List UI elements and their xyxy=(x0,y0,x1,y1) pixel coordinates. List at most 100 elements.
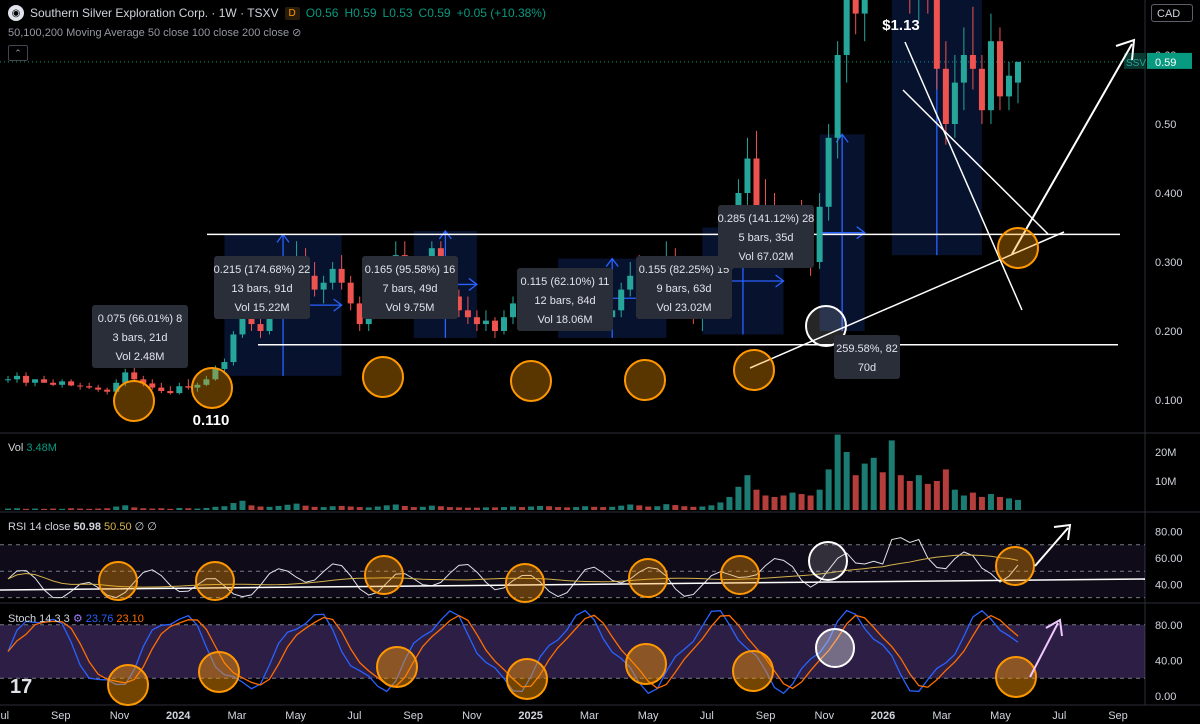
annotation-text: 0.075 (66.01%) 8 xyxy=(98,313,182,325)
time-axis-label: Jul xyxy=(0,710,9,722)
annotation-text: Vol 18.06M xyxy=(537,314,592,326)
forecast-arrowhead xyxy=(1045,618,1063,637)
highlight-circle xyxy=(732,650,774,692)
rsi-legend: RSI 14 close 50.98 50.50 ∅ ∅ xyxy=(8,520,157,533)
ohlc-close: C0.59 xyxy=(418,6,451,20)
time-axis-label: Nov xyxy=(815,710,835,722)
volume-bar xyxy=(699,506,706,510)
volume-bar xyxy=(500,507,507,510)
trendline xyxy=(749,231,1065,369)
settings-icon[interactable]: ⚙ xyxy=(72,613,83,625)
candle-body xyxy=(933,0,940,69)
volume-bar xyxy=(464,507,471,510)
candle-body xyxy=(942,68,949,124)
volume-bar xyxy=(681,506,688,510)
volume-bar xyxy=(807,495,814,510)
eye-hidden-icon[interactable]: ⊘ xyxy=(292,27,302,39)
volume-bar xyxy=(726,496,733,510)
currency-selector[interactable]: CAD xyxy=(1151,4,1193,22)
volume-bar xyxy=(59,508,66,510)
volume-bar xyxy=(248,505,255,510)
candle-body xyxy=(176,386,183,394)
candle-body xyxy=(843,0,850,56)
candle-body xyxy=(230,334,237,363)
volume-bar xyxy=(546,506,553,510)
annotation-box xyxy=(517,268,613,331)
volume-bar xyxy=(942,469,949,510)
ma-label-text: 50,100,200 Moving Average 50 close 100 c… xyxy=(8,27,290,39)
volume-bar xyxy=(176,507,183,510)
volume-bar xyxy=(419,506,426,510)
time-axis-label: Mar xyxy=(580,710,599,722)
annotation-text: Vol 67.02M xyxy=(738,251,793,263)
candle-body xyxy=(194,384,201,388)
collapse-legend-button[interactable]: ⌃ xyxy=(8,45,28,61)
volume-bar xyxy=(816,489,823,510)
annotation-text: 7 bars, 49d xyxy=(382,283,437,295)
volume-bar xyxy=(32,508,39,510)
annotation-text: Vol 23.02M xyxy=(656,302,711,314)
ma-indicator-label[interactable]: 50,100,200 Moving Average 50 close 100 c… xyxy=(8,26,301,39)
volume-bar xyxy=(708,505,715,510)
chart-title[interactable]: Southern Silver Exploration Corp. · 1W ·… xyxy=(30,6,279,20)
candle-body xyxy=(618,289,625,311)
time-axis-label: Jul xyxy=(1052,710,1066,722)
volume-bar xyxy=(50,508,57,510)
volume-bar xyxy=(266,506,273,510)
tradingview-logo-icon[interactable]: 17 xyxy=(10,676,33,698)
volume-bar xyxy=(672,505,679,510)
candle-body xyxy=(473,317,480,325)
highlight-circle xyxy=(995,656,1037,698)
time-axis-label: Jul xyxy=(347,710,361,722)
volume-bar xyxy=(293,503,300,510)
volume-bar xyxy=(374,506,381,510)
volume-bar xyxy=(564,507,571,510)
candle-body xyxy=(5,379,11,381)
volume-bar xyxy=(95,508,102,510)
measure-arrowhead xyxy=(835,133,849,143)
candle-body xyxy=(140,379,147,384)
candle-body xyxy=(464,310,471,318)
volume-bar xyxy=(482,507,489,510)
rsi-trendline xyxy=(0,578,1146,591)
stoch-k-value: 23.76 xyxy=(85,613,114,625)
candle-body xyxy=(32,379,39,383)
volume-bar xyxy=(104,508,111,510)
candle-body xyxy=(978,68,985,111)
volume-bar xyxy=(861,463,868,510)
stoch-axis-label: 40.00 xyxy=(1155,655,1183,667)
candle-body xyxy=(50,382,57,385)
time-axis-label: Sep xyxy=(403,710,423,722)
volume-bar xyxy=(230,503,237,510)
volume-bar xyxy=(383,505,390,510)
annotation-text: 259.58%, 82 xyxy=(836,343,898,355)
volume-bar xyxy=(347,506,354,510)
price-axis-label: 0.200 xyxy=(1155,326,1183,338)
highlight-circle xyxy=(191,367,233,409)
annotation-text: 0.285 (141.12%) 28 xyxy=(718,213,815,225)
stoch-k-line xyxy=(7,609,1019,695)
volume-bar xyxy=(23,508,30,510)
volume-bar xyxy=(14,508,21,510)
volume-bar xyxy=(582,506,589,510)
volume-bar xyxy=(131,507,138,510)
volume-bar xyxy=(140,508,147,510)
rsi-ma-line xyxy=(7,554,1019,588)
volume-bar xyxy=(870,457,877,510)
annotation-box xyxy=(92,305,188,368)
annotation-box xyxy=(834,335,900,379)
candle-body xyxy=(77,385,84,387)
measure-arrowhead xyxy=(605,257,619,267)
candle-body xyxy=(167,391,174,394)
candle-body xyxy=(122,372,129,383)
time-axis-label: Sep xyxy=(1108,710,1128,722)
annotation-text: 12 bars, 84d xyxy=(534,295,595,307)
volume-bar xyxy=(897,475,904,510)
volume-bar xyxy=(329,506,336,510)
volume-bar xyxy=(537,505,544,510)
measure-arrowhead xyxy=(775,274,785,288)
rsi-value: 50.98 xyxy=(73,521,101,533)
time-axis-label: May xyxy=(638,710,659,722)
highlight-circle xyxy=(505,563,545,603)
